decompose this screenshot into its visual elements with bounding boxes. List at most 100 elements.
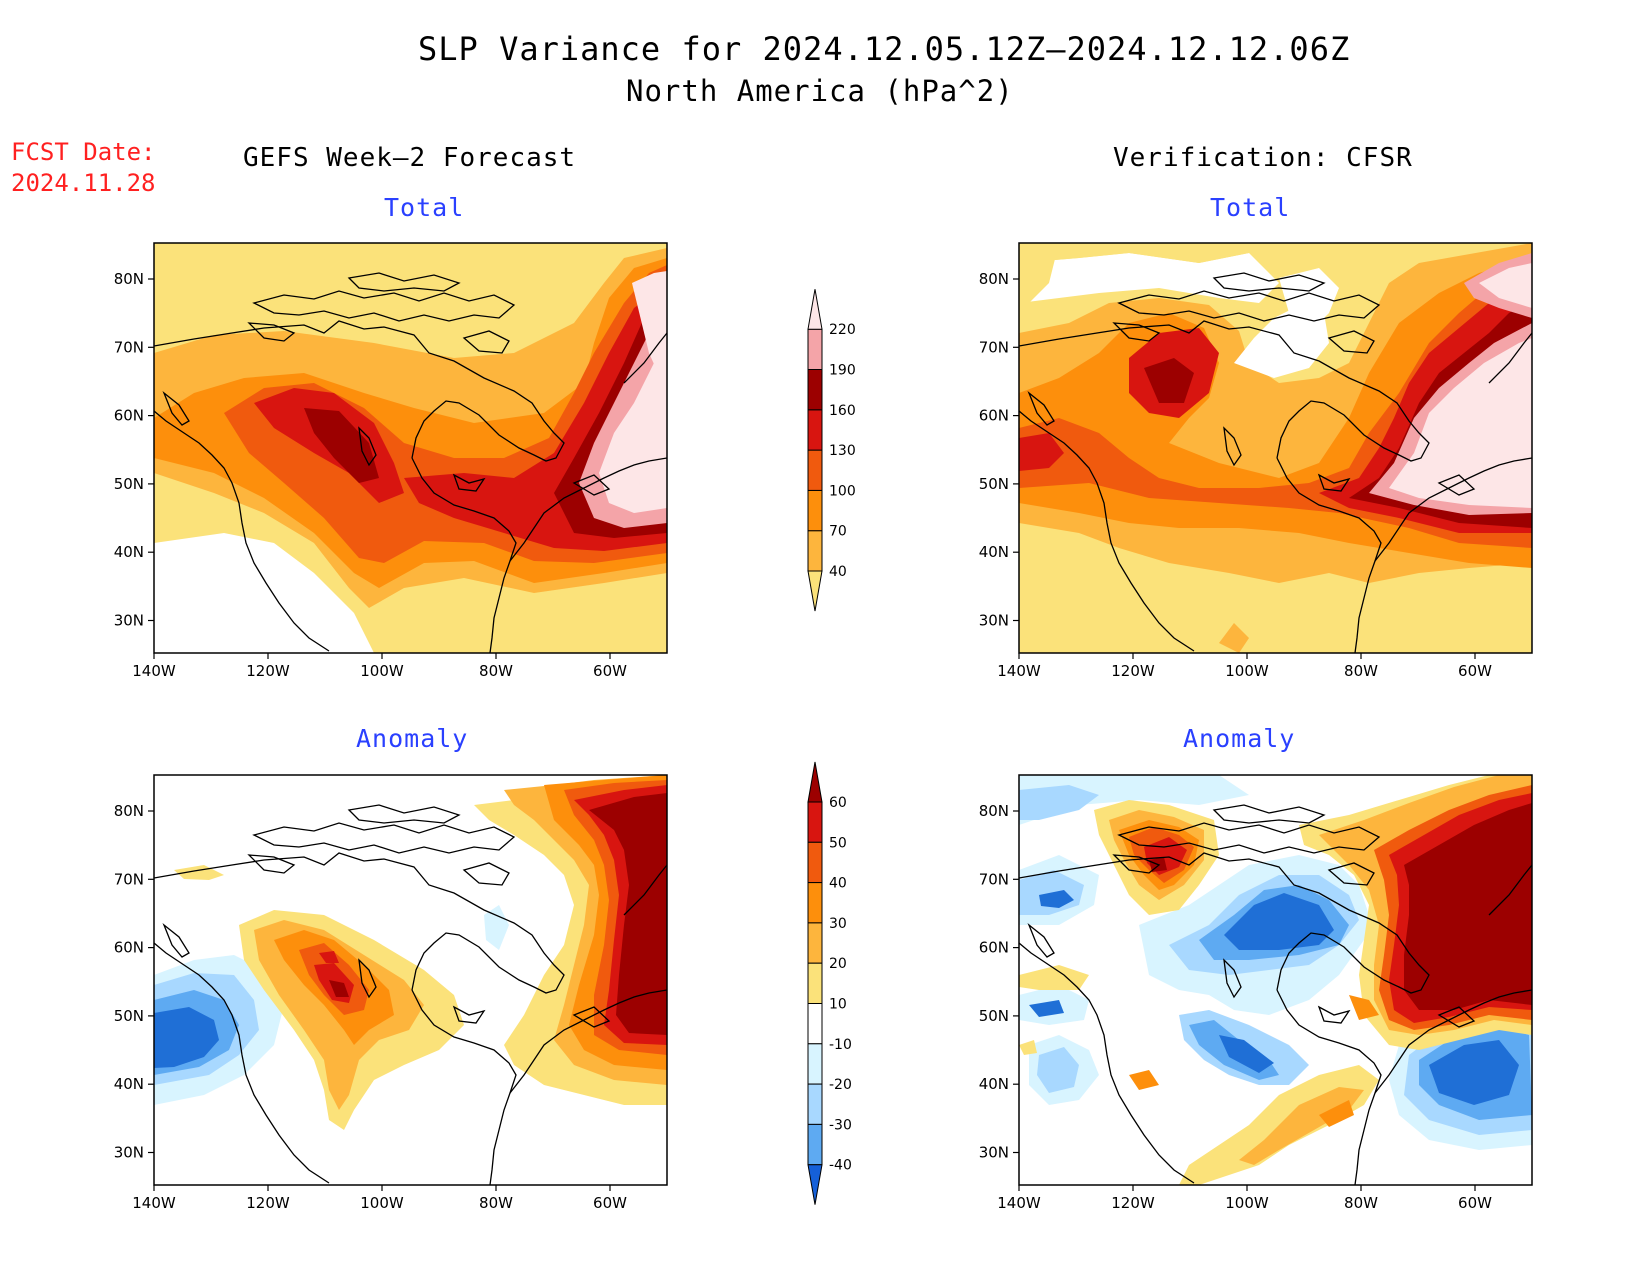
lon-tick-label: 60W — [593, 662, 627, 680]
lon-tick-label: 120W — [246, 662, 290, 680]
lat-tick-label: 40N — [979, 1075, 1009, 1093]
colorbar-label: 100 — [829, 483, 856, 499]
lon-tick-label: 80W — [479, 662, 513, 680]
panel-frame-bl — [153, 774, 668, 1186]
lat-tick-label: 40N — [114, 1075, 144, 1093]
lon-tick-label: 140W — [132, 1194, 176, 1212]
colorbar-segment — [807, 1164, 823, 1205]
left-column-header: GEFS Week–2 Forecast — [243, 143, 577, 173]
lon-tick-label: 80W — [479, 1194, 513, 1212]
panel-frame-br — [1018, 774, 1533, 1186]
colorbar-label: -10 — [829, 1037, 852, 1053]
colorbar-segment — [807, 570, 823, 612]
lat-tick-label: 80N — [979, 270, 1009, 288]
colorbar-label: 130 — [829, 443, 856, 459]
panel-tl-label: Total — [384, 193, 465, 222]
colorbar-label: -40 — [829, 1158, 852, 1174]
colorbar-label: 20 — [829, 956, 847, 972]
lon-tick-label: 60W — [1458, 1194, 1492, 1212]
colorbar-label: -30 — [829, 1117, 852, 1133]
lat-tick-label: 50N — [114, 475, 144, 493]
lon-tick-label: 80W — [1344, 662, 1378, 680]
colorbar-segment — [807, 489, 823, 532]
lon-tick-label: 140W — [132, 662, 176, 680]
right-column-header: Verification: CFSR — [1113, 143, 1413, 173]
lon-tick-label: 100W — [360, 662, 404, 680]
colorbar-segment — [807, 530, 823, 572]
lat-tick-label: 30N — [114, 1144, 144, 1162]
colorbar-segment — [807, 289, 823, 330]
colorbar-segment — [807, 1123, 823, 1166]
lat-tick-label: 30N — [979, 612, 1009, 630]
colorbar-segment — [807, 1043, 823, 1085]
colorbar-segment — [807, 1003, 823, 1045]
lat-tick-label: 70N — [979, 870, 1009, 888]
colorbar-label: -20 — [829, 1077, 852, 1093]
colorbar-segment — [807, 922, 823, 964]
colorbar-segment — [807, 801, 823, 843]
lat-tick-label: 70N — [114, 338, 144, 356]
lat-tick-label: 80N — [114, 270, 144, 288]
lon-tick-label: 140W — [997, 662, 1041, 680]
lon-tick-label: 120W — [1111, 662, 1155, 680]
lon-tick-label: 80W — [1344, 1194, 1378, 1212]
colorbar-label: 60 — [829, 795, 847, 811]
colorbar-label: 70 — [829, 524, 847, 540]
colorbar-segment — [807, 409, 823, 451]
lon-tick-label: 140W — [997, 1194, 1041, 1212]
panel-forecast-total — [154, 243, 667, 653]
anomaly-colorbar: 60 50 40 30 20 10 -10 -20 -30 -40 — [807, 761, 852, 1205]
lat-tick-label: 60N — [979, 407, 1009, 425]
colorbar-segment — [807, 841, 823, 884]
lat-tick-label: 40N — [114, 543, 144, 561]
colorbar-label: 30 — [829, 916, 847, 932]
lon-tick-label: 120W — [1111, 1194, 1155, 1212]
panel-forecast-anomaly — [154, 775, 667, 1185]
figure-title: SLP Variance for 2024.12.05.12Z–2024.12.… — [418, 30, 1351, 68]
colorbar-segment — [807, 962, 823, 1005]
panel-verification-anomaly — [1019, 775, 1532, 1185]
colorbar-label: 190 — [829, 363, 856, 379]
lat-tick-label: 30N — [114, 612, 144, 630]
lon-tick-label: 100W — [1225, 662, 1269, 680]
colorbar-label: 10 — [829, 997, 847, 1013]
colorbar-segment — [807, 369, 823, 411]
map-axes: 80N 70N 60N 50N 40N 30N 140W 120W 100W 80W 60W 80N 7… — [114, 270, 1492, 1212]
colorbar-segment — [807, 882, 823, 924]
panel-bl-label: Anomaly — [356, 724, 469, 753]
lat-tick-label: 50N — [979, 1007, 1009, 1025]
lat-tick-label: 80N — [114, 802, 144, 820]
colorbar-segment — [807, 328, 823, 371]
colorbar-label: 40 — [829, 876, 847, 892]
lat-tick-label: 60N — [114, 939, 144, 957]
fcst-date-value: 2024.11.28 — [11, 169, 156, 197]
lon-tick-label: 100W — [360, 1194, 404, 1212]
lat-tick-label: 70N — [979, 338, 1009, 356]
colorbar-segment — [807, 1083, 823, 1125]
lat-tick-label: 50N — [114, 1007, 144, 1025]
colorbar-label: 220 — [829, 322, 856, 338]
panel-frame-tl — [153, 242, 668, 654]
lat-tick-label: 60N — [114, 407, 144, 425]
lon-tick-label: 60W — [593, 1194, 627, 1212]
lat-tick-label: 40N — [979, 543, 1009, 561]
colorbar-segment — [807, 761, 823, 803]
lat-tick-label: 80N — [979, 802, 1009, 820]
fcst-date-label: FCST Date: — [11, 138, 156, 166]
lon-tick-label: 100W — [1225, 1194, 1269, 1212]
colorbar-segment — [807, 449, 823, 491]
panel-br-label: Anomaly — [1183, 724, 1296, 753]
lat-tick-label: 60N — [979, 939, 1009, 957]
lat-tick-label: 30N — [979, 1144, 1009, 1162]
lat-tick-label: 70N — [114, 870, 144, 888]
panel-verification-total — [1019, 243, 1532, 653]
lat-tick-label: 50N — [979, 475, 1009, 493]
lon-tick-label: 60W — [1458, 662, 1492, 680]
colorbar-label: 40 — [829, 564, 847, 580]
total-colorbar: 40 70 100 130 160 190 220 — [807, 289, 856, 612]
colorbar-label: 160 — [829, 403, 856, 419]
panel-tr-label: Total — [1210, 193, 1291, 222]
lon-tick-label: 120W — [246, 1194, 290, 1212]
panel-frame-tr — [1018, 242, 1533, 654]
